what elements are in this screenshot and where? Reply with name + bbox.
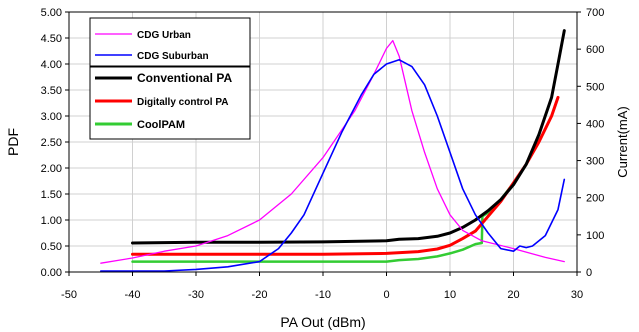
y-axis-ticks: 0.00 0.50 1.00 1.50 2.00 2.50 3.00 3.50 4.00 4.50… — [41, 7, 69, 279]
y-tick-label: 4.00 — [41, 59, 62, 71]
series-group — [100, 29, 566, 272]
grid — [68, 11, 578, 273]
y2-tick-label: 500 — [586, 81, 604, 93]
y2-tick-label: 700 — [586, 7, 604, 19]
y-axis-title: PDF — [5, 128, 21, 156]
y2-tick-label: 400 — [586, 118, 604, 130]
y2-tick-label: 600 — [586, 44, 604, 56]
x-tick-label: 0 — [383, 289, 389, 301]
y-tick-label: 0.00 — [41, 267, 62, 279]
x-tick-label: 20 — [507, 289, 519, 301]
x-tick-label: -40 — [125, 289, 141, 301]
x-tick-label: -50 — [61, 289, 77, 301]
y-tick-label: 4.50 — [41, 33, 62, 45]
y2-axis-title: Current(mA) — [615, 106, 630, 178]
x-tick-label: 30 — [571, 289, 583, 301]
legend-box-top — [89, 17, 251, 67]
y-tick-label: 2.50 — [41, 137, 62, 149]
legend-label: Digitally control PA — [137, 97, 229, 108]
x-axis-ticks: -50 -40 -30 -20 -10 0 10 20 30 — [61, 272, 583, 301]
y-tick-label: 0.50 — [41, 241, 62, 253]
legend-label: CDG Urban — [137, 30, 191, 41]
series-line-conventional-pa — [131, 29, 566, 245]
legend-label: Conventional PA — [137, 71, 232, 85]
y-tick-label: 1.50 — [41, 189, 62, 201]
y-tick-label: 5.00 — [41, 7, 62, 19]
y2-tick-label: 200 — [586, 193, 604, 205]
x-axis-title: PA Out (dBm) — [280, 314, 365, 330]
y-tick-label: 3.00 — [41, 111, 62, 123]
series-line-cdg-urban — [100, 39, 565, 264]
y2-tick-label: 300 — [586, 156, 604, 168]
series-line-cdg-suburban — [100, 58, 566, 272]
x-tick-label: -20 — [252, 289, 268, 301]
legend: CDG Urban CDG Suburban Conventional PA Digi… — [89, 17, 251, 140]
y-tick-label: 3.50 — [41, 85, 62, 97]
x-tick-label: 10 — [444, 289, 456, 301]
y2-tick-label: 0 — [586, 267, 592, 279]
y-tick-label: 1.00 — [41, 215, 62, 227]
x-tick-label: -10 — [315, 289, 331, 301]
legend-label: CDG Suburban — [137, 51, 209, 62]
y-tick-label: 2.00 — [41, 163, 62, 175]
y2-tick-label: 100 — [586, 230, 604, 242]
x-tick-label: -30 — [188, 289, 204, 301]
legend-label: CoolPAM — [137, 119, 185, 131]
y2-axis-ticks: 0 100 200 300 400 500 600 700 — [577, 7, 604, 279]
